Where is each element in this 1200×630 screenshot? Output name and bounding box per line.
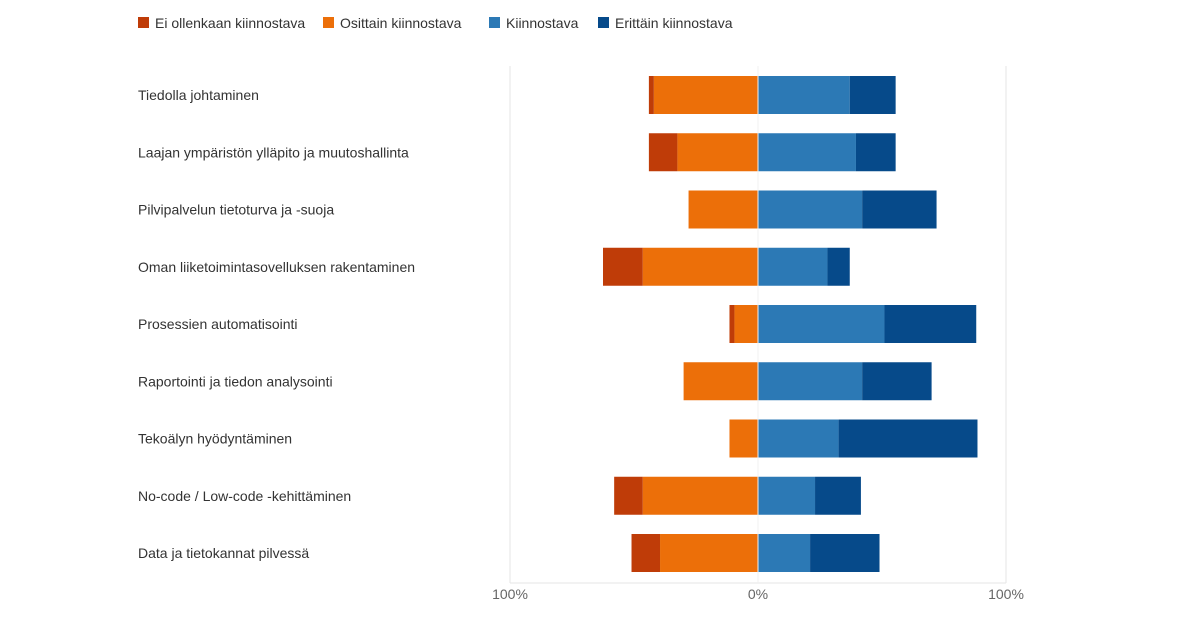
bar-erittain-kiinnostava[interactable] xyxy=(815,476,861,515)
category-label: No-code / Low-code -kehittäminen xyxy=(138,488,351,504)
bar-erittain-kiinnostava[interactable] xyxy=(849,76,896,114)
category-label: Pilvipalvelun tietoturva ja -suoja xyxy=(138,202,334,218)
bar-erittain-kiinnostava[interactable] xyxy=(862,362,932,401)
bar-ei-ollenkaan-kiinnostava[interactable] xyxy=(648,76,654,114)
category-labels: Tiedolla johtaminen Laajan ympäristön yll… xyxy=(138,87,415,561)
legend-swatch xyxy=(598,17,609,28)
bar-erittain-kiinnostava[interactable] xyxy=(810,534,880,572)
legend-label: Erittäin kiinnostava xyxy=(615,15,733,31)
legend-label: Ei ollenkaan kiinnostava xyxy=(155,15,305,31)
bar-erittain-kiinnostava[interactable] xyxy=(862,190,937,229)
bar-osittain-kiinnostava[interactable] xyxy=(653,76,758,114)
legend-swatch xyxy=(323,17,334,28)
bar-kiinnostava[interactable] xyxy=(758,534,811,572)
x-tick-label: 0% xyxy=(748,586,768,602)
bar-ei-ollenkaan-kiinnostava[interactable] xyxy=(614,476,643,515)
category-label: Tekoälyn hyödyntäminen xyxy=(138,431,292,447)
chart-legend: Ei ollenkaan kiinnostava Osittain kiinnos… xyxy=(138,15,733,31)
bar-osittain-kiinnostava[interactable] xyxy=(734,305,758,343)
bar-osittain-kiinnostava[interactable] xyxy=(642,476,758,515)
bar-kiinnostava[interactable] xyxy=(758,247,828,286)
category-label: Tiedolla johtaminen xyxy=(138,87,259,103)
bar-ei-ollenkaan-kiinnostava[interactable] xyxy=(603,247,643,286)
legend-item-ei-ollenkaan-kiinnostava[interactable]: Ei ollenkaan kiinnostava xyxy=(138,15,305,31)
bar-kiinnostava[interactable] xyxy=(758,190,863,229)
legend-item-kiinnostava[interactable]: Kiinnostava xyxy=(489,15,579,31)
bar-kiinnostava[interactable] xyxy=(758,419,839,458)
bar-kiinnostava[interactable] xyxy=(758,76,850,114)
bar-osittain-kiinnostava[interactable] xyxy=(677,133,758,172)
bar-kiinnostava[interactable] xyxy=(758,133,856,172)
bar-erittain-kiinnostava[interactable] xyxy=(838,419,978,458)
category-label: Prosessien automatisointi xyxy=(138,316,298,332)
x-tick-label: 100% xyxy=(492,586,528,602)
bar-osittain-kiinnostava[interactable] xyxy=(729,419,758,458)
bar-osittain-kiinnostava[interactable] xyxy=(660,534,758,572)
bar-ei-ollenkaan-kiinnostava[interactable] xyxy=(648,133,678,172)
x-tick-label: 100% xyxy=(988,586,1024,602)
category-label: Oman liiketoimintasovelluksen rakentamin… xyxy=(138,259,415,275)
legend-swatch xyxy=(489,17,500,28)
bar-erittain-kiinnostava[interactable] xyxy=(855,133,896,172)
legend-swatch xyxy=(138,17,149,28)
bar-osittain-kiinnostava[interactable] xyxy=(688,190,758,229)
bar-erittain-kiinnostava[interactable] xyxy=(827,247,850,286)
bar-kiinnostava[interactable] xyxy=(758,362,863,401)
category-label: Laajan ympäristön ylläpito ja muutoshall… xyxy=(138,144,409,160)
bar-kiinnostava[interactable] xyxy=(758,476,816,515)
category-label: Raportointi ja tiedon analysointi xyxy=(138,373,333,389)
legend-label: Osittain kiinnostava xyxy=(340,15,462,31)
category-label: Data ja tietokannat pilvessä xyxy=(138,545,309,561)
bar-erittain-kiinnostava[interactable] xyxy=(884,305,977,343)
bar-ei-ollenkaan-kiinnostava[interactable] xyxy=(631,534,661,572)
bar-osittain-kiinnostava[interactable] xyxy=(683,362,758,401)
x-axis-tick-labels: 100% 0% 100% xyxy=(492,586,1024,602)
bar-ei-ollenkaan-kiinnostava[interactable] xyxy=(729,305,735,343)
legend-label: Kiinnostava xyxy=(506,15,579,31)
bar-kiinnostava[interactable] xyxy=(758,305,885,343)
legend-item-erittain-kiinnostava[interactable]: Erittäin kiinnostava xyxy=(598,15,733,31)
chart-bars xyxy=(603,66,978,583)
bar-osittain-kiinnostava[interactable] xyxy=(642,247,758,286)
legend-item-osittain-kiinnostava[interactable]: Osittain kiinnostava xyxy=(323,15,462,31)
